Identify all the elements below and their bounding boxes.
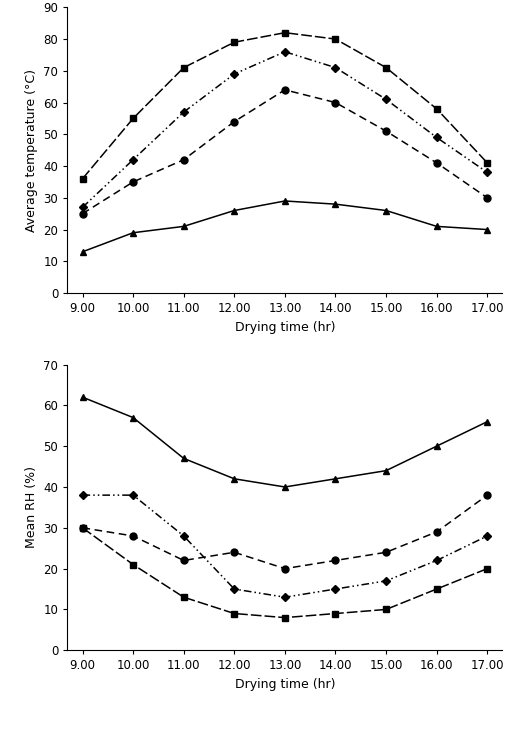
Y-axis label: Mean RH (%): Mean RH (%): [25, 467, 38, 548]
Y-axis label: Average temperature (°C): Average temperature (°C): [25, 69, 38, 232]
Legend: Open sun (°C), Zone 2-(°C), Zone 1-(°C), Zone 3-(°C): Open sun (°C), Zone 2-(°C), Zone 1-(°C),…: [162, 308, 408, 349]
X-axis label: Drying time (hr): Drying time (hr): [235, 678, 335, 691]
X-axis label: Drying time (hr): Drying time (hr): [235, 321, 335, 334]
Legend: Open sun-RH (%), Zone 2-RH (%), Zone 1-RH (%), Zone 3-RH (%): Open sun-RH (%), Zone 2-RH (%), Zone 1-R…: [143, 666, 426, 706]
